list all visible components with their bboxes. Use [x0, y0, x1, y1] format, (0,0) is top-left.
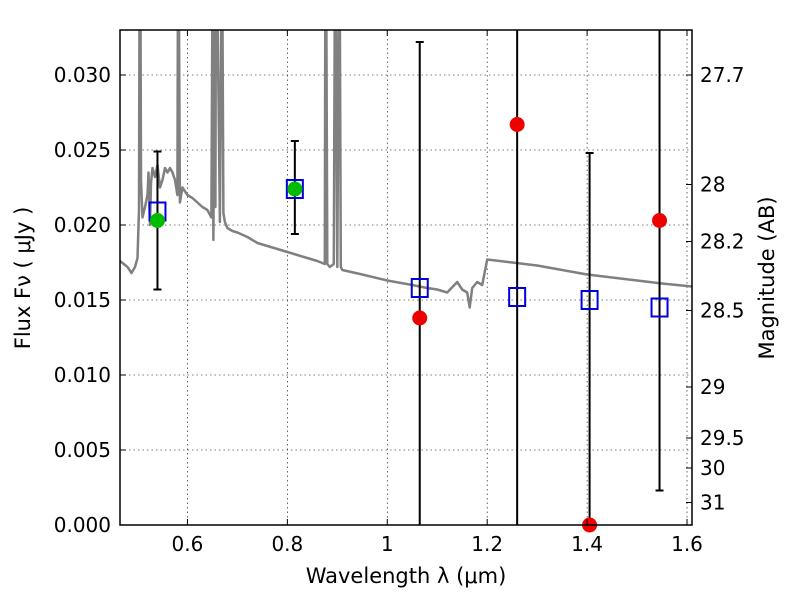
y-tick-label: 0.030: [54, 63, 111, 87]
y2-tick-label: 28.5: [700, 299, 745, 323]
y2-tick-label: 28: [700, 173, 725, 197]
y-tick-label: 0.010: [54, 363, 111, 387]
markers: [148, 30, 669, 533]
x-tick-label: 0.6: [172, 532, 204, 556]
flux-point: [149, 213, 165, 228]
y2-tick-label: 29.5: [700, 426, 745, 450]
y-tick-label: 0.020: [54, 213, 111, 237]
y-tick-label: 0.015: [54, 288, 111, 312]
x-tick-label: 1.6: [671, 532, 703, 556]
y-tick-label: 0.005: [54, 438, 111, 462]
model-square: [650, 297, 669, 318]
x-tick-label: 1: [381, 532, 394, 556]
y2-tick-label: 27.7: [700, 63, 745, 87]
flux-point: [412, 310, 428, 326]
model-square: [285, 179, 304, 199]
model-square: [508, 287, 527, 307]
y2-axis-label: Magnitude (AB): [755, 196, 779, 359]
x-axis-label: Wavelength λ (μm): [306, 564, 507, 588]
plot-frame: [119, 29, 693, 526]
flux-point: [287, 181, 303, 197]
y2-tick-label: 29: [700, 375, 725, 399]
ticks: 0.6 0.8 1 1.2 1.4 1.6 0.000 0.005 0.010 0.015 0.02…: [54, 30, 745, 556]
flux-point: [509, 117, 525, 132]
x-tick-label: 1.4: [571, 532, 603, 556]
y-tick-label: 0.025: [54, 138, 111, 162]
flux-point: [652, 213, 668, 228]
x-tick-label: 0.8: [271, 532, 303, 556]
model-square: [410, 278, 429, 298]
model-square: [580, 290, 599, 310]
y2-tick-label: 31: [700, 491, 725, 515]
x-tick-label: 1.2: [471, 532, 503, 556]
sed-line: [120, 30, 692, 309]
y-axis-label: Flux Fν ( μJy ): [11, 207, 35, 350]
plot-area: [120, 30, 692, 309]
y-tick-label: 0.000: [54, 513, 111, 537]
y2-tick-label: 30: [700, 456, 725, 480]
y2-tick-label: 28.2: [700, 230, 745, 254]
